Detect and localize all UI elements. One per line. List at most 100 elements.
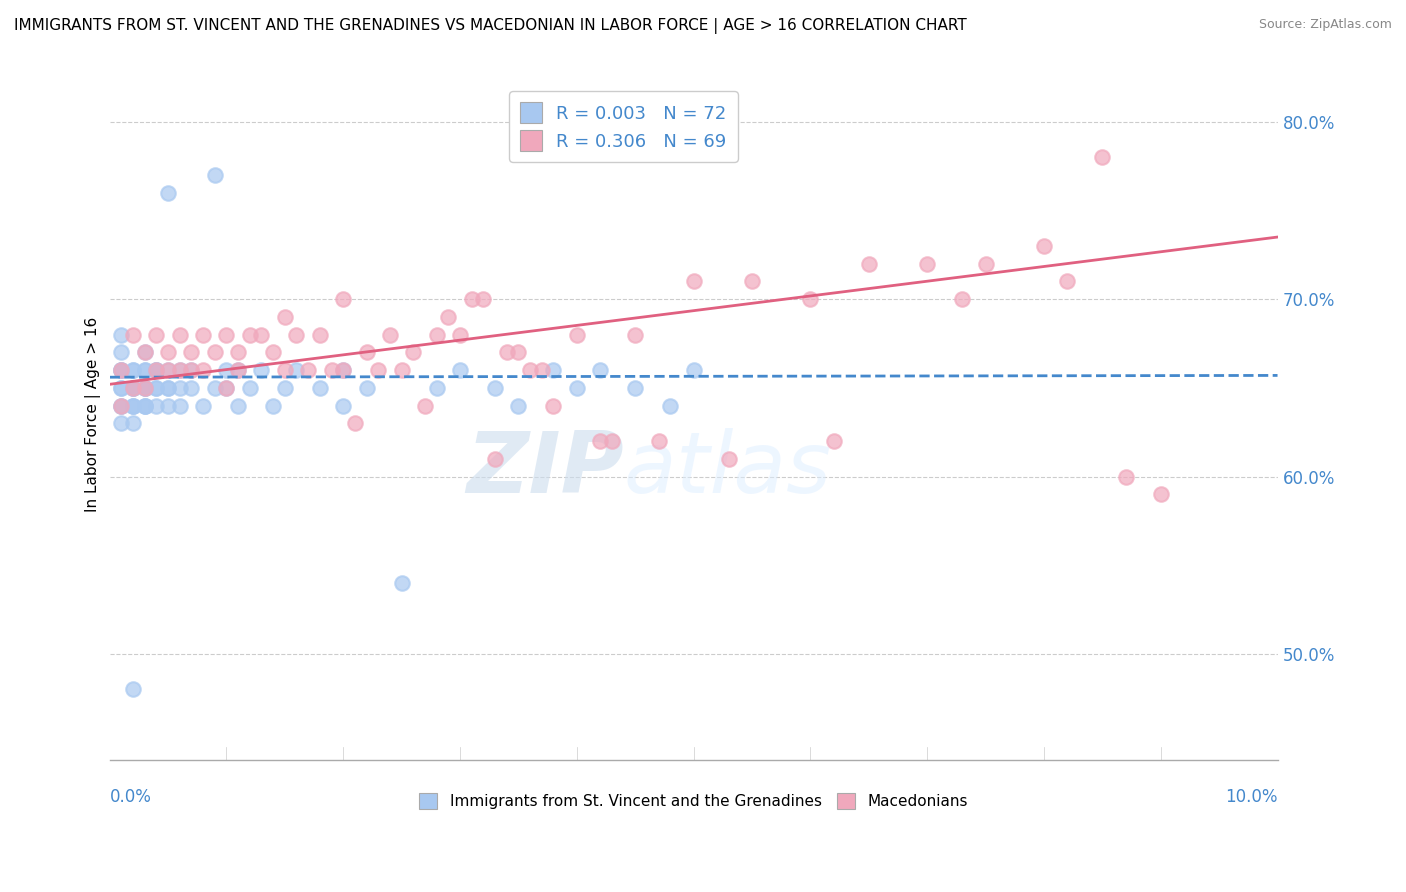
Point	[110, 399, 132, 413]
Point	[823, 434, 845, 448]
Point	[356, 345, 378, 359]
Point	[110, 363, 132, 377]
Point	[134, 345, 156, 359]
Point	[122, 363, 145, 377]
Point	[356, 381, 378, 395]
Point	[915, 257, 938, 271]
Point	[647, 434, 669, 448]
Point	[449, 327, 471, 342]
Point	[600, 434, 623, 448]
Point	[122, 381, 145, 395]
Point	[157, 363, 180, 377]
Point	[262, 399, 284, 413]
Legend: Immigrants from St. Vincent and the Grenadines, Macedonians: Immigrants from St. Vincent and the Gren…	[413, 787, 974, 815]
Point	[367, 363, 389, 377]
Point	[226, 363, 249, 377]
Point	[519, 363, 541, 377]
Point	[239, 327, 262, 342]
Point	[145, 327, 167, 342]
Point	[204, 381, 226, 395]
Point	[226, 363, 249, 377]
Point	[191, 327, 214, 342]
Point	[215, 327, 238, 342]
Point	[543, 363, 565, 377]
Point	[110, 381, 132, 395]
Point	[110, 417, 132, 431]
Point	[134, 381, 156, 395]
Point	[426, 327, 449, 342]
Point	[565, 381, 588, 395]
Point	[134, 363, 156, 377]
Point	[157, 381, 180, 395]
Point	[145, 381, 167, 395]
Point	[122, 381, 145, 395]
Point	[391, 363, 413, 377]
Point	[285, 327, 308, 342]
Point	[180, 345, 202, 359]
Point	[332, 399, 354, 413]
Point	[122, 399, 145, 413]
Point	[226, 399, 249, 413]
Point	[180, 363, 202, 377]
Point	[191, 363, 214, 377]
Point	[565, 327, 588, 342]
Point	[378, 327, 401, 342]
Point	[308, 381, 330, 395]
Point	[391, 576, 413, 591]
Point	[134, 381, 156, 395]
Point	[1091, 150, 1114, 164]
Point	[659, 399, 682, 413]
Point	[1056, 274, 1078, 288]
Point	[799, 292, 821, 306]
Text: Source: ZipAtlas.com: Source: ZipAtlas.com	[1258, 18, 1392, 31]
Point	[858, 257, 880, 271]
Point	[169, 327, 191, 342]
Point	[122, 381, 145, 395]
Point	[682, 274, 704, 288]
Point	[274, 363, 297, 377]
Point	[332, 292, 354, 306]
Point	[589, 363, 612, 377]
Point	[413, 399, 436, 413]
Point	[122, 682, 145, 697]
Point	[122, 399, 145, 413]
Point	[437, 310, 460, 324]
Point	[110, 363, 132, 377]
Point	[134, 399, 156, 413]
Point	[274, 381, 297, 395]
Text: ZIP: ZIP	[465, 428, 623, 511]
Point	[157, 381, 180, 395]
Point	[110, 381, 132, 395]
Point	[484, 451, 506, 466]
Point	[157, 345, 180, 359]
Point	[332, 363, 354, 377]
Point	[110, 399, 132, 413]
Point	[1115, 469, 1137, 483]
Point	[239, 381, 262, 395]
Point	[180, 363, 202, 377]
Point	[226, 345, 249, 359]
Point	[274, 310, 297, 324]
Point	[508, 345, 530, 359]
Point	[134, 363, 156, 377]
Point	[741, 274, 763, 288]
Point	[134, 399, 156, 413]
Point	[145, 363, 167, 377]
Point	[495, 345, 517, 359]
Point	[508, 399, 530, 413]
Point	[110, 345, 132, 359]
Point	[332, 363, 354, 377]
Point	[157, 363, 180, 377]
Point	[169, 363, 191, 377]
Point	[402, 345, 425, 359]
Y-axis label: In Labor Force | Age > 16: In Labor Force | Age > 16	[86, 317, 101, 512]
Point	[169, 363, 191, 377]
Point	[449, 363, 471, 377]
Point	[110, 363, 132, 377]
Point	[297, 363, 319, 377]
Point	[530, 363, 553, 377]
Point	[134, 399, 156, 413]
Point	[145, 363, 167, 377]
Point	[204, 168, 226, 182]
Point	[122, 363, 145, 377]
